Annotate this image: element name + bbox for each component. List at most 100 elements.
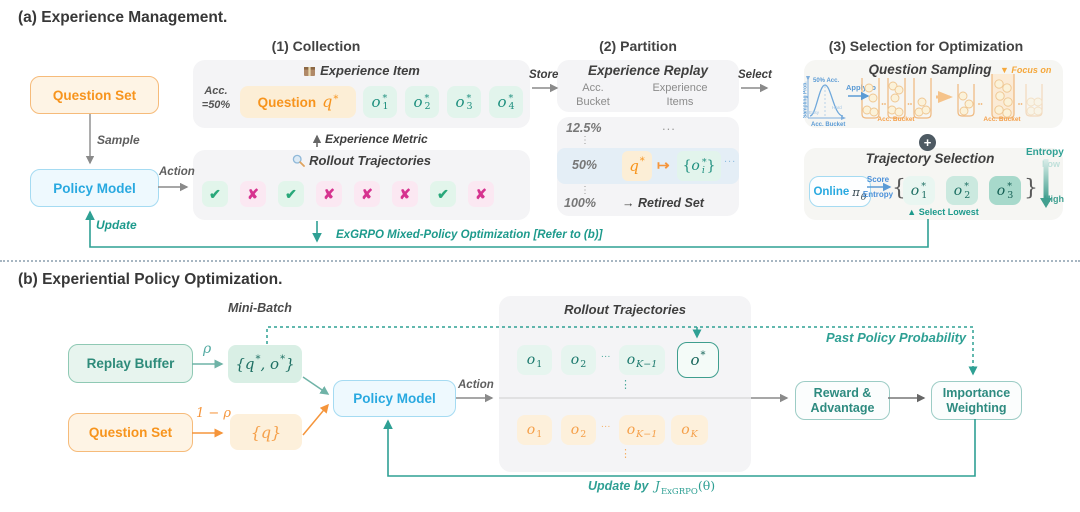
section-a-title: (a) Experience Management. xyxy=(18,9,228,26)
xlabel: Acc. Bucket xyxy=(811,122,845,128)
trajectory-cross-5: ✘ xyxy=(354,181,380,207)
update-label-a: Update xyxy=(96,218,137,232)
hard-label: Hard xyxy=(832,105,842,110)
mapsto-arrow: ↦ xyxy=(657,157,670,174)
ylabel: Sampling Prob. xyxy=(803,81,809,118)
peak-label: 50% Acc. xyxy=(813,78,839,84)
experience-item-title: Experience Item xyxy=(193,63,530,78)
bucket-sampling-figure xyxy=(861,74,1043,119)
selected-output-2: o * 2 xyxy=(946,176,978,205)
replayed-o-star-box: o * xyxy=(677,342,719,378)
exgrpo-flow-label: ExGRPO Mixed-Policy Optimization [Refer … xyxy=(336,229,603,241)
bucket-50: 50% xyxy=(572,158,598,172)
heading-collection: (1) Collection xyxy=(271,38,361,54)
selected-output-1: o * 1 xyxy=(903,176,935,205)
heading-selection: (3) Selection for Optimization xyxy=(828,38,1024,54)
replay-buffer-box: Replay Buffer xyxy=(68,344,193,383)
vdots-2: ⋮ xyxy=(580,185,590,196)
entropy-high-label: High xyxy=(1044,194,1064,204)
rollout-ok1-top: o K−1 xyxy=(619,345,665,375)
action-label-b: Action xyxy=(458,379,494,391)
reward-advantage-box: Reward & Advantage xyxy=(795,381,890,420)
importance-weighting-box: Importance Weighting xyxy=(931,381,1022,420)
col-experience-items: Experience Items xyxy=(652,82,708,108)
map-q-pill: q * xyxy=(622,151,652,181)
replay-header-panel xyxy=(557,60,739,112)
trajectory-cross-6: ✘ xyxy=(392,181,418,207)
question-sampling-title: Question Sampling xyxy=(868,62,992,77)
rollout-ok1-bottom: o K−1 xyxy=(619,415,665,445)
question-minibatch-pill: {q} xyxy=(230,414,302,450)
bucket-12-5: 12.5% xyxy=(566,121,602,135)
bucket-100: 100% xyxy=(564,196,596,210)
trajectory-cross-4: ✘ xyxy=(316,181,342,207)
question-sampling-panel xyxy=(804,60,1063,128)
trajectory-selection-title: Trajectory Selection xyxy=(865,151,995,166)
output-pill-3: o * 3 xyxy=(447,86,481,118)
experience-metric-label: Experience Metric xyxy=(325,132,428,146)
rollout-title-b: Rollout Trajectories xyxy=(564,302,686,317)
score-label: Score xyxy=(866,175,890,184)
trajectory-check-3: ✔ xyxy=(278,181,304,207)
map-output-set-pill: {o * i} xyxy=(677,151,721,181)
bucket-label-2: Acc. Bucket xyxy=(983,116,1021,123)
output-pill-4: o * 4 xyxy=(489,86,523,118)
replay-title: Experience Replay xyxy=(587,63,709,78)
retired-set-label: → Retired Set xyxy=(622,196,704,210)
action-label-a: Action xyxy=(159,166,195,178)
rho-label: ρ xyxy=(203,341,212,357)
map-dots: ... xyxy=(724,153,737,165)
output-pill-1: o * 1 xyxy=(363,86,397,118)
rollout-dots-bottom: ... xyxy=(601,419,611,430)
accuracy-annotation: Acc. =50% xyxy=(201,85,231,111)
select-lowest-label: ▲ Select Lowest xyxy=(907,207,979,217)
one-minus-rho-label: 1 − ρ xyxy=(196,406,232,421)
brace-close: } xyxy=(1024,176,1038,201)
entropy-axis-label: Entropy xyxy=(1026,147,1064,158)
bucket-label-1: Acc. Bucket xyxy=(877,116,915,123)
policy-model-box-b: Policy Model xyxy=(333,380,456,417)
online-policy-box: Online πθ xyxy=(809,176,871,207)
past-policy-label: Past Policy Probability xyxy=(826,330,967,345)
trajectory-check-1: ✔ xyxy=(202,181,228,207)
section-divider xyxy=(0,260,1080,262)
question-set-box-a: Question Set xyxy=(30,76,159,114)
heading-partition: (2) Partition xyxy=(599,38,677,54)
rollout-title-a: Rollout Trajectories xyxy=(193,153,530,168)
question-set-box-b: Question Set xyxy=(68,413,193,452)
entropy-label-arrow: Entropy xyxy=(862,190,894,199)
items-dots: ... xyxy=(662,118,676,133)
apply-to-label: Apply to xyxy=(846,83,876,92)
trajectory-cross-8: ✘ xyxy=(468,181,494,207)
vdots-1: ⋮ xyxy=(580,135,590,146)
selected-output-3: o * 3 xyxy=(989,176,1021,205)
select-label: Select xyxy=(738,69,772,81)
update-objective-label: Update by JExGRPO(θ) xyxy=(588,478,716,497)
question-pill: Question q* xyxy=(240,86,356,118)
sampling-curve-chart: 50% Acc. Sampling Prob. Easy Hard Acc. B… xyxy=(803,76,846,128)
col-acc-bucket: Acc. Bucket xyxy=(576,82,610,108)
trajectory-check-7: ✔ xyxy=(430,181,456,207)
sample-label: Sample xyxy=(97,133,140,147)
brace-open: { xyxy=(892,176,906,201)
store-label: Store xyxy=(529,69,559,81)
plus-icon: + xyxy=(919,134,936,151)
rollout-dots-top: ... xyxy=(601,349,611,360)
rollout-vdots-top: ⋮ xyxy=(620,379,631,391)
policy-model-box-a: Policy Model xyxy=(30,169,159,207)
entropy-gradient-arrow xyxy=(1040,159,1052,208)
trajectory-cross-2: ✘ xyxy=(240,181,266,207)
focus-on-label: ▼ Focus on xyxy=(1000,65,1052,75)
easy-label: Easy xyxy=(809,110,820,115)
package-icon xyxy=(304,67,316,76)
entropy-low-label: Low xyxy=(1042,159,1060,169)
section-b-title: (b) Experiential Policy Optimization. xyxy=(18,271,283,288)
magnifier-icon xyxy=(292,154,305,167)
mini-batch-label: Mini-Batch xyxy=(228,301,292,315)
